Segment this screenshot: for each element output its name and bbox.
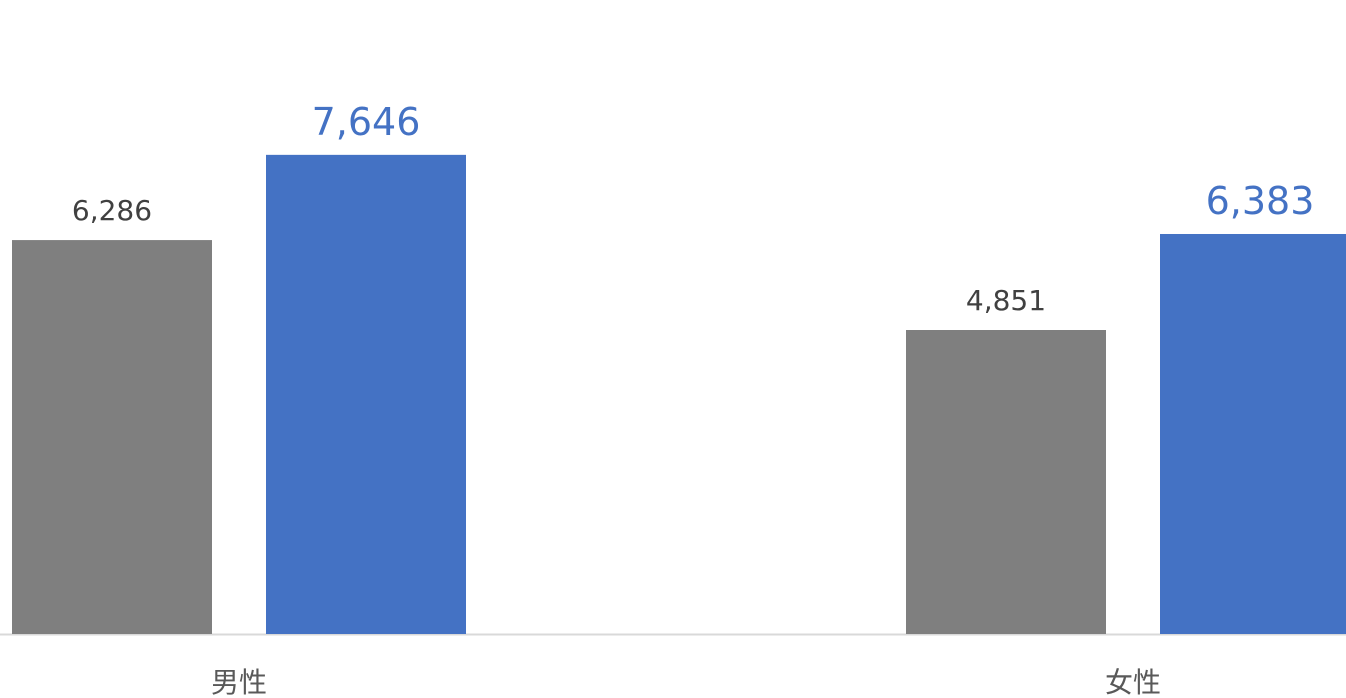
bar-gray-male bbox=[12, 240, 212, 634]
data-label: 6,383 bbox=[1206, 179, 1315, 223]
bar-gray-female bbox=[906, 330, 1106, 634]
category-label: 女性 bbox=[1105, 666, 1161, 698]
bar-blue-female bbox=[1160, 233, 1346, 635]
data-label: 6,286 bbox=[72, 194, 152, 227]
bar-blue-male bbox=[266, 154, 466, 635]
data-label: 7,646 bbox=[312, 100, 421, 144]
data-label: 4,851 bbox=[966, 284, 1046, 317]
category-label: 男性 bbox=[211, 666, 267, 698]
